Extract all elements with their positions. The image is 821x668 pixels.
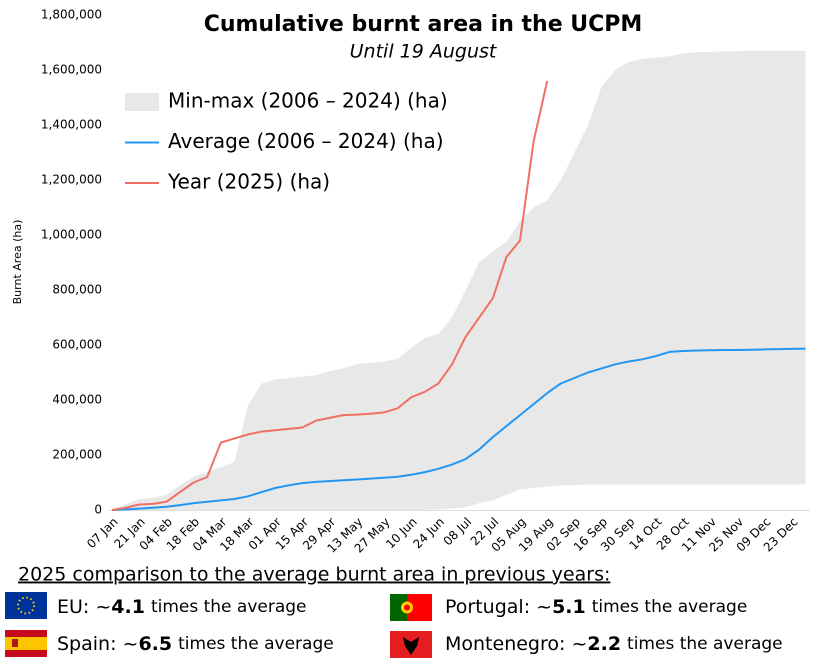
legend-label: Year (2025) (ha) (167, 170, 330, 194)
comparison-item: Portugal: ~5.1 times the average (445, 596, 747, 618)
comparison-suffix: times the average (592, 597, 748, 617)
legend-swatch (125, 93, 159, 111)
y-tick-label: 1,000,000 (41, 228, 102, 242)
min-max-band (112, 50, 806, 511)
comparison-item: EU: ~4.1 times the average (57, 596, 307, 618)
y-tick-label: 0 (94, 503, 102, 517)
flag-montenegro (390, 631, 432, 658)
comparison-label: Spain: ~ (57, 633, 138, 655)
comparison-suffix: times the average (151, 597, 307, 617)
legend-label: Average (2006 – 2024) (ha) (168, 129, 444, 153)
comparison-label: Montenegro: ~ (445, 633, 587, 655)
y-tick-label: 200,000 (52, 448, 102, 462)
flag-portugal (390, 594, 432, 621)
comparison-suffix: times the average (178, 634, 334, 654)
chart-title: Cumulative burnt area in the UCPM (204, 12, 643, 37)
y-tick-label: 400,000 (52, 393, 102, 407)
y-tick-label: 1,800,000 (41, 8, 102, 22)
comparison-label: EU: ~ (57, 596, 111, 618)
comparison-heading: 2025 comparison to the average burnt are… (18, 564, 610, 586)
comparison-value: 6.5 (138, 633, 172, 655)
y-tick-label: 800,000 (52, 283, 102, 297)
series-line (111, 80, 549, 511)
comparison-suffix: times the average (627, 634, 783, 654)
comparison-item: Montenegro: ~2.2 times the average (445, 633, 783, 655)
x-tick-label: 24 Jun (410, 515, 447, 552)
comparison-value: 5.1 (552, 596, 586, 618)
y-tick-label: 1,600,000 (41, 63, 102, 77)
comparison-value: 4.1 (111, 596, 145, 618)
flag-eu (5, 592, 47, 619)
y-tick-label: 1,200,000 (41, 173, 102, 187)
comparison-item: Spain: ~6.5 times the average (57, 633, 334, 655)
flag-spain (5, 630, 47, 657)
y-tick-label: 600,000 (52, 338, 102, 352)
y-axis-label: Burnt Area (ha) (11, 220, 24, 305)
series-line (111, 347, 806, 511)
legend-label: Min-max (2006 – 2024) (ha) (168, 89, 448, 113)
y-tick-label: 1,400,000 (41, 118, 102, 132)
comparison-label: Portugal: ~ (445, 596, 552, 618)
chart-subtitle: Until 19 August (350, 41, 498, 63)
comparison-value: 2.2 (587, 633, 621, 655)
x-tick-label: 08 Jul (441, 515, 475, 549)
